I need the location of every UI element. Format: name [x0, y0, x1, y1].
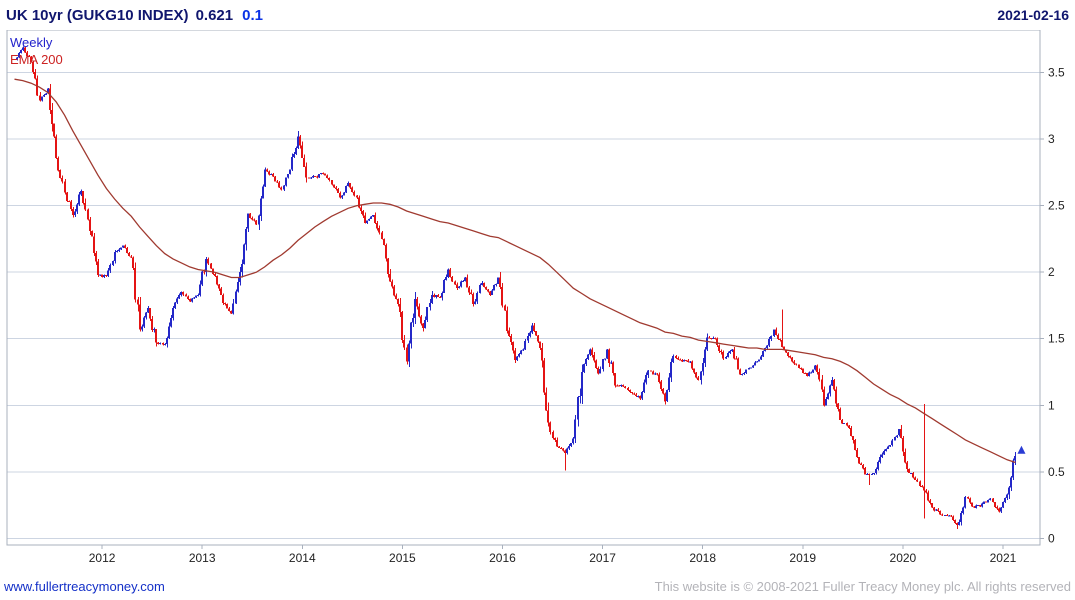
y-axis: 0 0.5 1 1.5 2 2.5 3 3.5 — [1040, 66, 1065, 545]
site-link[interactable]: www.fullertreacymoney.com — [4, 579, 165, 594]
legend-timeframe-label: Weekly — [10, 35, 53, 50]
copyright-text: This website is © 2008-2021 Fuller Treac… — [654, 579, 1071, 594]
y-tick-label: 2 — [1048, 265, 1055, 279]
x-axis: 2012 2013 2014 2015 2016 2017 2018 2019 2020 2021 — [89, 545, 1017, 565]
chart-header: UK 10yr (GUKG10 INDEX) 0.621 0.1 2021-02… — [0, 0, 1075, 30]
x-tick-label: 2013 — [189, 551, 216, 565]
price-candles — [16, 46, 1016, 529]
x-tick-label: 2017 — [589, 551, 616, 565]
y-tick-label: 3.5 — [1048, 66, 1065, 80]
x-tick-label: 2014 — [289, 551, 316, 565]
last-price: 0.621 — [195, 6, 234, 24]
y-tick-label: 2.5 — [1048, 199, 1065, 213]
latest-price-arrow — [1017, 445, 1026, 454]
x-tick-label: 2019 — [789, 551, 816, 565]
x-tick-label: 2015 — [389, 551, 416, 565]
gridlines — [7, 72, 1040, 539]
chart-legend: Weekly EMA 200 — [10, 34, 63, 68]
legend-ema-label: EMA 200 — [10, 52, 63, 67]
y-tick-label: 1 — [1048, 398, 1055, 412]
x-tick-label: 2016 — [489, 551, 516, 565]
y-tick-label: 1.5 — [1048, 332, 1065, 346]
y-tick-label: 0 — [1048, 531, 1055, 545]
instrument-title: UK 10yr (GUKG10 INDEX) — [6, 6, 189, 24]
x-tick-label: 2018 — [689, 551, 716, 565]
x-tick-label: 2021 — [990, 551, 1017, 565]
title-group: UK 10yr (GUKG10 INDEX) 0.621 0.1 — [6, 7, 263, 24]
x-tick-label: 2020 — [890, 551, 917, 565]
y-tick-label: 0.5 — [1048, 465, 1065, 479]
price-change: 0.1 — [242, 6, 263, 24]
y-tick-label: 3 — [1048, 132, 1055, 146]
page-footer: www.fullertreacymoney.com This website i… — [0, 573, 1075, 600]
ema-200-line — [14, 78, 1016, 464]
plot-border — [6, 29, 1041, 546]
chart-date: 2021-02-16 — [997, 7, 1069, 23]
x-tick-label: 2012 — [89, 551, 116, 565]
